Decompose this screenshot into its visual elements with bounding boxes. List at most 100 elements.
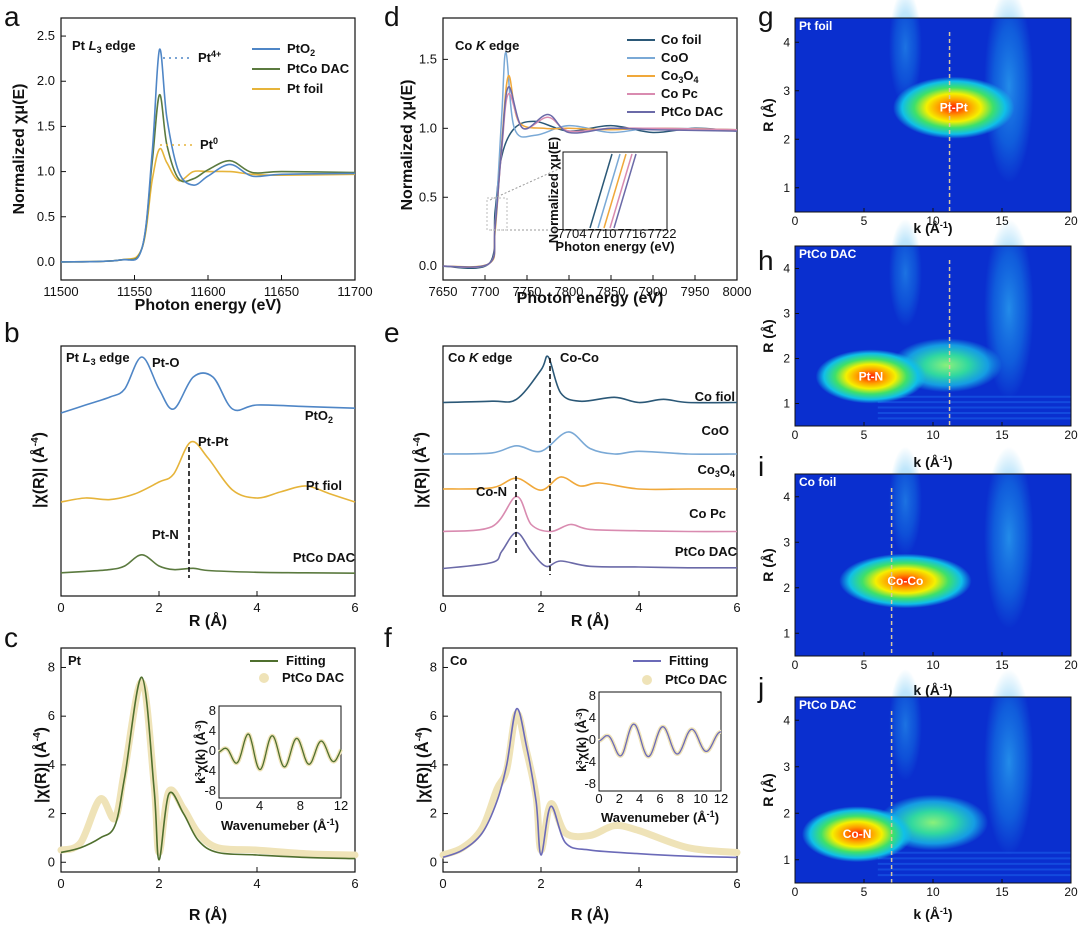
panel-c-ytick-label: 6 bbox=[48, 708, 55, 723]
panel-j-ytick-label: 4 bbox=[783, 713, 790, 727]
panel-e-label-copc: Co Pc bbox=[689, 506, 726, 521]
panel-i-ytick-label: 4 bbox=[783, 490, 790, 504]
panel-a-line-2 bbox=[60, 147, 356, 263]
panel-d-ylabel: Normalized χμ(E) bbox=[399, 79, 416, 210]
panel-c-inset-ytick: 8 bbox=[209, 703, 216, 718]
panel-h-xtick-label: 20 bbox=[1064, 428, 1078, 442]
panel-h-xtick-label: 5 bbox=[861, 428, 868, 442]
panel-c-xtick-label: 6 bbox=[351, 876, 358, 891]
panel-e-line-2 bbox=[442, 476, 737, 492]
panel-letter-i: i bbox=[758, 451, 764, 482]
panel-d-xtick-label: 7850 bbox=[597, 284, 626, 299]
panel-d-inset-guide-1 bbox=[489, 166, 564, 201]
panel-d-ytick-label: 0.0 bbox=[419, 258, 437, 273]
panel-c-inset-ytick: -4 bbox=[204, 763, 216, 778]
panel-b-xlabel: R (Å) bbox=[189, 611, 227, 630]
panel-b-label-ptcodac: PtCo DAC bbox=[293, 550, 356, 565]
panel-f-ytick-label: 6 bbox=[430, 708, 437, 723]
panel-h-ylabel: R (Å) bbox=[760, 319, 776, 352]
panel-d-series bbox=[442, 51, 738, 269]
panel-d-inset-edge-2 bbox=[603, 153, 627, 229]
panel-f-inset-xtick: 6 bbox=[656, 791, 663, 806]
panel-b-xtick-label: 0 bbox=[57, 600, 64, 615]
panel-g-ytick-label: 4 bbox=[783, 35, 790, 49]
panel-a-legend: PtO2 PtCo DAC Pt foil bbox=[252, 41, 350, 96]
panel-f-inset-ytick: 4 bbox=[589, 710, 596, 725]
panel-a-ytick-label: 2.0 bbox=[37, 73, 55, 88]
panel-f-xticks: 0 2 4 6 bbox=[439, 867, 741, 891]
panel-c-fit-line bbox=[60, 676, 356, 861]
panel-f-inset-ytick: -8 bbox=[584, 776, 596, 791]
panel-c-yticks: 0 2 4 6 8 bbox=[48, 659, 66, 869]
panel-g-ytick-label: 2 bbox=[783, 132, 790, 146]
panel-b-line-1 bbox=[60, 440, 356, 503]
panel-d-xtick-label: 7950 bbox=[681, 284, 710, 299]
panel-h-ridge-2 bbox=[888, 219, 922, 327]
panel-c-ytick-label: 4 bbox=[48, 757, 55, 772]
panel-d-ytick-label: 1.5 bbox=[419, 51, 437, 66]
panel-f-ylabel: |χ(R)| (Å-4) bbox=[413, 727, 432, 803]
panel-h-xlabel: k (Å-1) bbox=[913, 454, 952, 470]
panel-c-xlabel: R (Å) bbox=[189, 905, 227, 924]
panel-i-ridge bbox=[984, 446, 1034, 629]
panel-b-label-pto2: PtO2 bbox=[305, 408, 333, 425]
panel-i-peak-label: Co-Co bbox=[887, 574, 923, 588]
panel-letter-h: h bbox=[758, 245, 774, 276]
panel-d-legend-label: PtCo DAC bbox=[661, 104, 724, 119]
panel-b-ann-pto: Pt-O bbox=[152, 355, 179, 370]
panel-c-series bbox=[57, 676, 359, 861]
panel-letter-f: f bbox=[384, 622, 392, 653]
panel-d-inset-ylabel: Normalized χμ(E) bbox=[546, 137, 561, 243]
panel-c-inset-xtick: 12 bbox=[334, 798, 348, 813]
panel-f-inset-fit bbox=[598, 723, 722, 758]
panel-d-inset-edge-0 bbox=[589, 153, 613, 229]
panel-f-ytick-label: 8 bbox=[430, 659, 437, 674]
panel-g-xtick-label: 0 bbox=[792, 214, 799, 228]
panel-a-legend-label: PtO2 bbox=[287, 41, 315, 58]
panel-c-inset: 0 4 8 12 8 4 0 -4 -8 Wavenumeber (Å-1) k3χ(k) (Å… bbox=[193, 703, 348, 833]
panel-j-wavelet: PtCo DAC Co-N 0 5 10 15 20 1 2 3 4 k (Å-1) R (Å) bbox=[760, 669, 1078, 922]
panel-e-series bbox=[442, 355, 738, 570]
panel-c-inset-series bbox=[218, 732, 343, 772]
panel-a-ytick-label: 2.5 bbox=[37, 28, 55, 43]
panel-i-xtick-label: 10 bbox=[926, 658, 940, 672]
panel-c-legend-swatch-data bbox=[259, 673, 269, 683]
panel-g-xlabel: k (Å-1) bbox=[913, 220, 952, 236]
panel-f-inset-xtick: 2 bbox=[616, 791, 623, 806]
panel-c-xticks: 0 2 4 6 bbox=[57, 867, 359, 891]
panel-f-inset-ytick: 0 bbox=[589, 732, 596, 747]
panel-f-inset-xtick: 10 bbox=[693, 791, 707, 806]
panel-d-zoom-box bbox=[486, 197, 508, 231]
panel-e-xtick-label: 2 bbox=[537, 600, 544, 615]
panel-d-legend-label: Co Pc bbox=[661, 86, 698, 101]
panel-j-xtick-label: 20 bbox=[1064, 885, 1078, 899]
panel-h-xtick-label: 0 bbox=[792, 428, 799, 442]
panel-c-inset-xtick: 4 bbox=[256, 798, 263, 813]
panel-b-xticks: 0 2 4 6 bbox=[57, 591, 359, 615]
panel-i-xtick-label: 5 bbox=[861, 658, 868, 672]
panel-b-xtick-label: 6 bbox=[351, 600, 358, 615]
panel-i-xtick-label: 15 bbox=[995, 658, 1009, 672]
panel-c-xtick-label: 4 bbox=[253, 876, 260, 891]
panel-a-pt0-label: Pt0 bbox=[200, 136, 218, 152]
panel-d-inset: 7704 7710 7716 7722 Photon energy (eV) Norm… bbox=[546, 137, 676, 254]
panel-f-series bbox=[439, 708, 741, 859]
panel-e-line-3 bbox=[442, 495, 738, 533]
panel-h-xtick-label: 15 bbox=[995, 428, 1009, 442]
panel-d-inset-xlabel: Photon energy (eV) bbox=[555, 239, 674, 254]
panel-a-line-1 bbox=[60, 93, 356, 263]
panel-g-hotspot bbox=[892, 76, 1015, 139]
panel-c-xtick-label: 2 bbox=[155, 876, 162, 891]
panel-j-ylabel: R (Å) bbox=[760, 773, 776, 806]
panel-e-label-coo: CoO bbox=[702, 423, 729, 438]
panel-c-inset-xtick: 8 bbox=[297, 798, 304, 813]
panel-d: Co K edge Photon energy (eV) Normalized … bbox=[399, 17, 751, 307]
panel-a-ytick-label: 0.0 bbox=[37, 254, 55, 269]
panel-d-frame bbox=[442, 17, 738, 281]
panel-j-hotspot bbox=[801, 806, 913, 863]
panel-c-ytick-label: 0 bbox=[48, 854, 55, 869]
panel-d-line-4 bbox=[442, 86, 738, 268]
